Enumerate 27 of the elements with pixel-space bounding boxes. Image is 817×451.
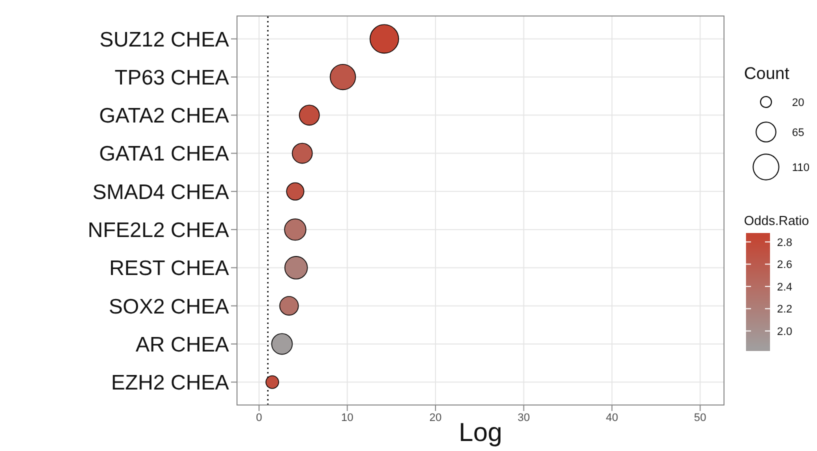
y-tick-label: NFE2L2 CHEA [88, 219, 229, 242]
y-tick-label: SOX2 CHEA [108, 295, 229, 318]
x-tick-label: 20 [429, 412, 442, 424]
color-bar-title: Odds.Ratio [744, 213, 810, 228]
legend-label: 65 [792, 127, 804, 139]
legend-title: Count [744, 64, 790, 83]
y-tick-label: GATA1 CHEA [99, 142, 229, 166]
y-tick-label: GATA2 CHEA [99, 104, 229, 128]
y-tick-label: TP63 CHEA [114, 66, 229, 90]
color-bar-label: 2.8 [777, 236, 792, 249]
legend-label: 20 [792, 97, 804, 109]
legend-label: 110 [792, 162, 810, 174]
color-bar-label: 2.4 [777, 281, 792, 294]
x-tick-label: 30 [518, 412, 530, 424]
y-tick-label: AR CHEA [136, 333, 229, 356]
y-tick-label: REST CHEA [109, 257, 229, 280]
color-bar-label: 2.6 [777, 259, 792, 272]
color-bar-label: 2.2 [777, 304, 792, 316]
x-tick-label: 50 [694, 412, 706, 424]
x-axis-title: Log [458, 417, 502, 447]
y-tick-label: SUZ12 CHEA [99, 28, 229, 52]
y-tick-label: EZH2 CHEA [111, 372, 229, 395]
y-tick-label: SMAD4 CHEA [92, 180, 229, 204]
x-tick-label: 0 [256, 412, 262, 424]
x-tick-label: 10 [341, 412, 354, 424]
x-tick-label: 40 [606, 412, 618, 424]
color-bar-label: 2.0 [777, 326, 792, 338]
